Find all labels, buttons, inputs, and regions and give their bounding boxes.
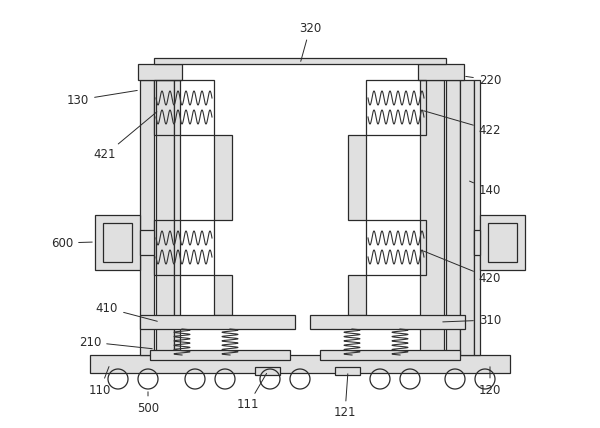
Bar xyxy=(420,80,444,355)
Text: 421: 421 xyxy=(94,112,157,161)
Text: 111: 111 xyxy=(237,373,266,411)
Bar xyxy=(488,223,517,262)
Bar xyxy=(154,80,214,135)
Bar xyxy=(460,80,474,355)
Text: 210: 210 xyxy=(79,336,152,349)
Bar xyxy=(154,220,214,275)
Bar xyxy=(310,315,465,329)
Bar xyxy=(138,64,182,80)
Bar xyxy=(140,230,154,255)
Text: 320: 320 xyxy=(299,21,321,61)
Bar xyxy=(366,220,426,275)
Bar xyxy=(348,275,366,315)
Bar xyxy=(480,215,525,270)
Text: 140: 140 xyxy=(470,181,501,196)
Text: 410: 410 xyxy=(96,301,157,321)
Text: 120: 120 xyxy=(479,367,501,396)
Bar xyxy=(366,80,426,135)
Text: 500: 500 xyxy=(137,392,159,414)
Bar xyxy=(335,367,360,375)
Bar xyxy=(103,223,132,262)
Bar xyxy=(214,275,232,315)
Bar xyxy=(174,80,180,355)
Text: 420: 420 xyxy=(424,251,501,285)
Bar xyxy=(418,64,464,80)
Text: 121: 121 xyxy=(334,374,356,419)
Text: 310: 310 xyxy=(443,313,501,327)
Bar xyxy=(446,80,460,355)
Bar xyxy=(90,355,510,373)
Bar xyxy=(214,135,232,220)
Bar xyxy=(150,350,290,360)
Bar xyxy=(348,135,366,220)
Text: 130: 130 xyxy=(67,90,137,107)
Bar xyxy=(140,315,295,329)
Bar xyxy=(154,58,446,64)
Text: 110: 110 xyxy=(89,367,111,396)
Text: 220: 220 xyxy=(466,74,501,86)
Bar xyxy=(140,80,154,355)
Bar xyxy=(255,367,280,375)
Text: 422: 422 xyxy=(424,111,501,137)
Bar xyxy=(95,215,140,270)
Bar xyxy=(156,80,174,355)
Bar xyxy=(474,80,480,355)
Bar xyxy=(474,230,480,255)
Text: 600: 600 xyxy=(51,237,92,250)
Bar xyxy=(320,350,460,360)
